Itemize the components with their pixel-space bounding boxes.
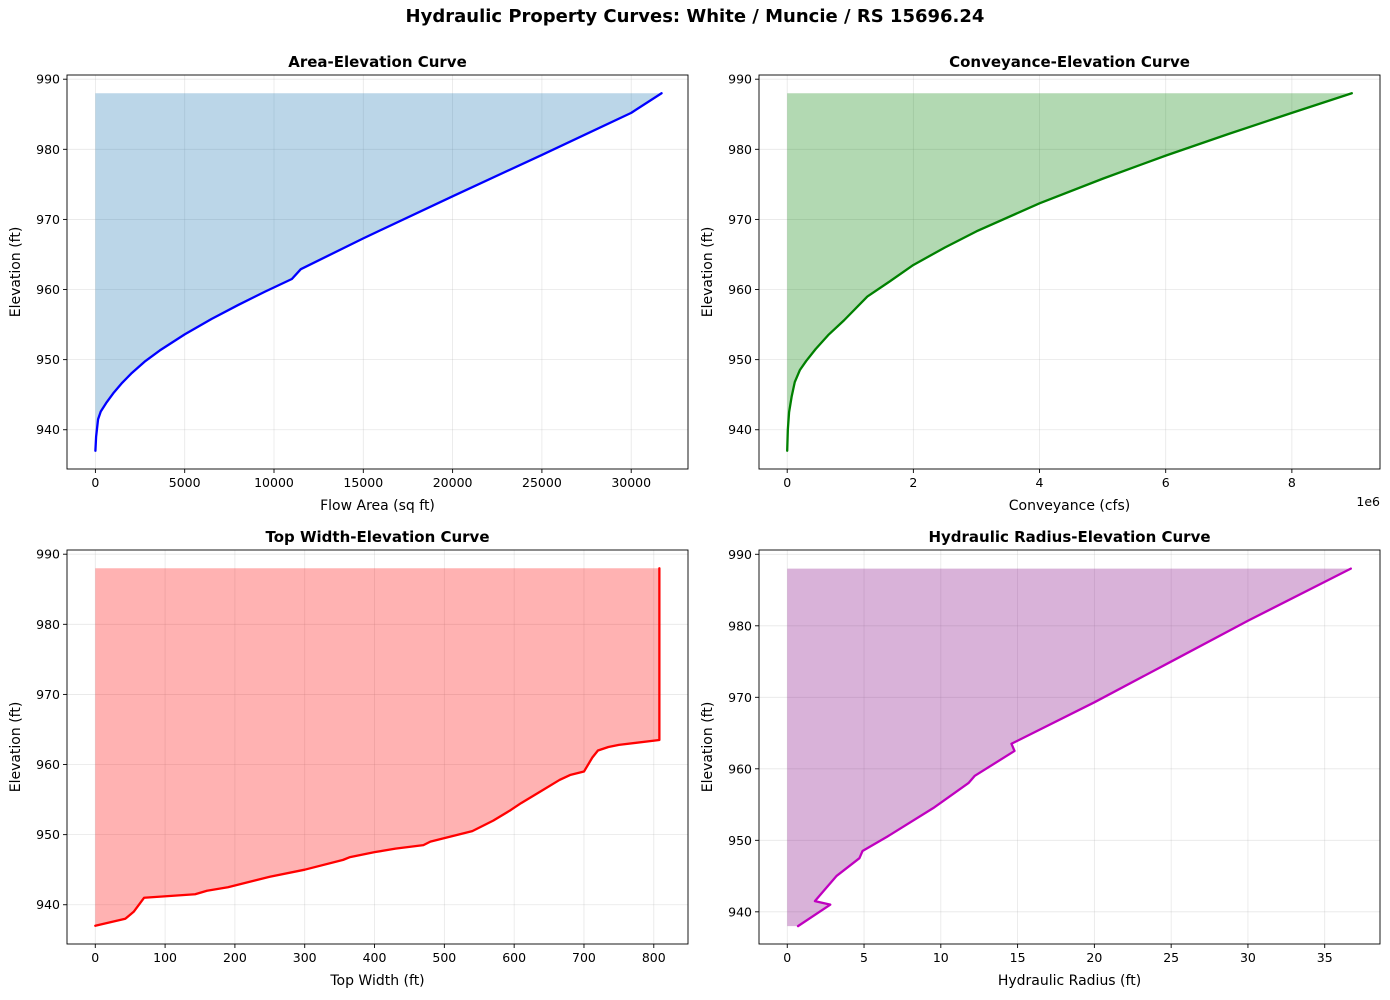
x-tick-label: 8	[1288, 475, 1296, 490]
grid	[67, 550, 688, 944]
x-tick-label: 15000	[343, 475, 383, 490]
y-tick-label: 950	[36, 352, 60, 367]
y-axis: 940 950 960 970 980 990	[36, 72, 67, 437]
chart-title: Conveyance-Elevation Curve	[949, 53, 1190, 71]
axes-frame	[758, 74, 1381, 470]
grid	[759, 75, 1380, 469]
y-tick-label: 940	[728, 422, 752, 437]
x-tick-label: 6	[1162, 475, 1170, 490]
x-tick-label: 5	[860, 950, 868, 965]
x-tick-label: 25000	[522, 475, 562, 490]
x-axis: 0 5000 10000 15000 20000 25000 30000	[91, 469, 651, 490]
x-tick-label: 15	[1010, 950, 1026, 965]
fill-area	[95, 568, 660, 926]
area-elevation-chart: 0 5000 10000 15000 20000 25000 300009409509609…	[8, 53, 689, 514]
x-tick-label: 10000	[254, 475, 294, 490]
x-axis-label: Top Width (ft)	[329, 973, 424, 989]
y-tick-label: 950	[728, 833, 752, 848]
x-axis: 0 5 10 15 20 25 30 35	[783, 944, 1333, 965]
conveyance-elevation-chart: 0 2 4 6 8 940 950 960 970 980 990 Conveyance (cfs) E…	[700, 53, 1381, 514]
x-tick-label: 700	[572, 950, 596, 965]
y-tick-label: 970	[36, 212, 60, 227]
fill-area	[787, 568, 1351, 927]
y-tick-label: 940	[728, 904, 752, 919]
y-tick-label: 970	[36, 687, 60, 702]
y-tick-label: 950	[728, 352, 752, 367]
x-axis-label: Hydraulic Radius (ft)	[998, 973, 1141, 989]
y-tick-label: 960	[36, 757, 60, 772]
y-axis: 940 950 960 970 980 990	[36, 547, 67, 912]
y-tick-label: 970	[728, 212, 752, 227]
y-tick-label: 970	[728, 690, 752, 705]
y-axis-label: Elevation (ft)	[700, 227, 716, 318]
y-tick-label: 960	[36, 282, 60, 297]
x-tick-label: 100	[153, 950, 177, 965]
x-tick-label: 0	[783, 950, 791, 965]
top-width-elevation-chart: 0 100 200 300 400 500 600 700 800 940 950 960 970 980…	[8, 528, 689, 989]
x-tick-label: 30	[1240, 950, 1256, 965]
fill-area	[787, 93, 1352, 451]
axes-frame	[66, 549, 689, 945]
x-tick-label: 400	[363, 950, 387, 965]
y-tick-label: 990	[36, 547, 60, 562]
x-tick-label: 300	[293, 950, 317, 965]
y-axis-label: Elevation (ft)	[8, 702, 24, 793]
hydraulic-radius-elevation-chart: 0 5 10 15 20 25 30 35 940 950 960 970 980 990 Hydrauli…	[700, 528, 1381, 989]
y-axis: 940 950 960 970 980 990	[728, 72, 759, 437]
grid	[759, 550, 1380, 944]
series-line	[94, 92, 663, 452]
x-tick-label: 2	[909, 475, 917, 490]
x-tick-label: 30000	[611, 475, 651, 490]
y-tick-label: 940	[36, 422, 60, 437]
y-tick-label: 960	[728, 282, 752, 297]
y-tick-label: 980	[728, 142, 752, 157]
y-tick-label: 990	[36, 72, 60, 87]
x-tick-label: 20	[1086, 950, 1102, 965]
x-tick-label: 35	[1317, 950, 1333, 965]
x-tick-label: 0	[91, 475, 99, 490]
x-tick-label: 4	[1036, 475, 1044, 490]
y-tick-label: 960	[728, 761, 752, 776]
y-tick-label: 940	[36, 897, 60, 912]
x-tick-label: 10	[933, 950, 949, 965]
x-scale-offset: 1e6	[1356, 494, 1380, 509]
figure-title: Hydraulic Property Curves: White / Munci…	[405, 6, 985, 27]
series-line	[94, 567, 661, 927]
x-axis-label: Flow Area (sq ft)	[320, 498, 435, 514]
x-tick-label: 0	[91, 950, 99, 965]
y-tick-label: 980	[36, 142, 60, 157]
y-tick-label: 980	[36, 617, 60, 632]
series-line	[796, 567, 1352, 928]
x-tick-label: 0	[783, 475, 791, 490]
y-tick-label: 980	[728, 618, 752, 633]
y-tick-label: 950	[36, 827, 60, 842]
x-tick-label: 800	[642, 950, 666, 965]
x-tick-label: 25	[1163, 950, 1179, 965]
x-tick-label: 5000	[169, 475, 201, 490]
x-tick-label: 200	[223, 950, 247, 965]
axes-frame	[66, 74, 689, 470]
chart-title: Hydraulic Radius-Elevation Curve	[928, 528, 1210, 546]
x-axis: 0 2 4 6 8	[783, 469, 1296, 490]
axes-frame	[758, 549, 1381, 945]
y-axis-label: Elevation (ft)	[8, 227, 24, 318]
x-tick-label: 20000	[433, 475, 473, 490]
x-axis-label: Conveyance (cfs)	[1009, 498, 1130, 514]
y-axis-label: Elevation (ft)	[700, 702, 716, 793]
series-line	[786, 92, 1353, 452]
y-tick-label: 990	[728, 72, 752, 87]
chart-title: Area-Elevation Curve	[288, 53, 467, 71]
x-tick-label: 500	[432, 950, 456, 965]
grid	[67, 75, 688, 469]
chart-title: Top Width-Elevation Curve	[265, 528, 489, 546]
fill-area	[95, 93, 662, 451]
x-axis: 0 100 200 300 400 500 600 700 800	[91, 944, 666, 965]
y-tick-label: 990	[728, 547, 752, 562]
x-tick-label: 600	[502, 950, 526, 965]
y-axis: 940 950 960 970 980 990	[728, 547, 759, 919]
